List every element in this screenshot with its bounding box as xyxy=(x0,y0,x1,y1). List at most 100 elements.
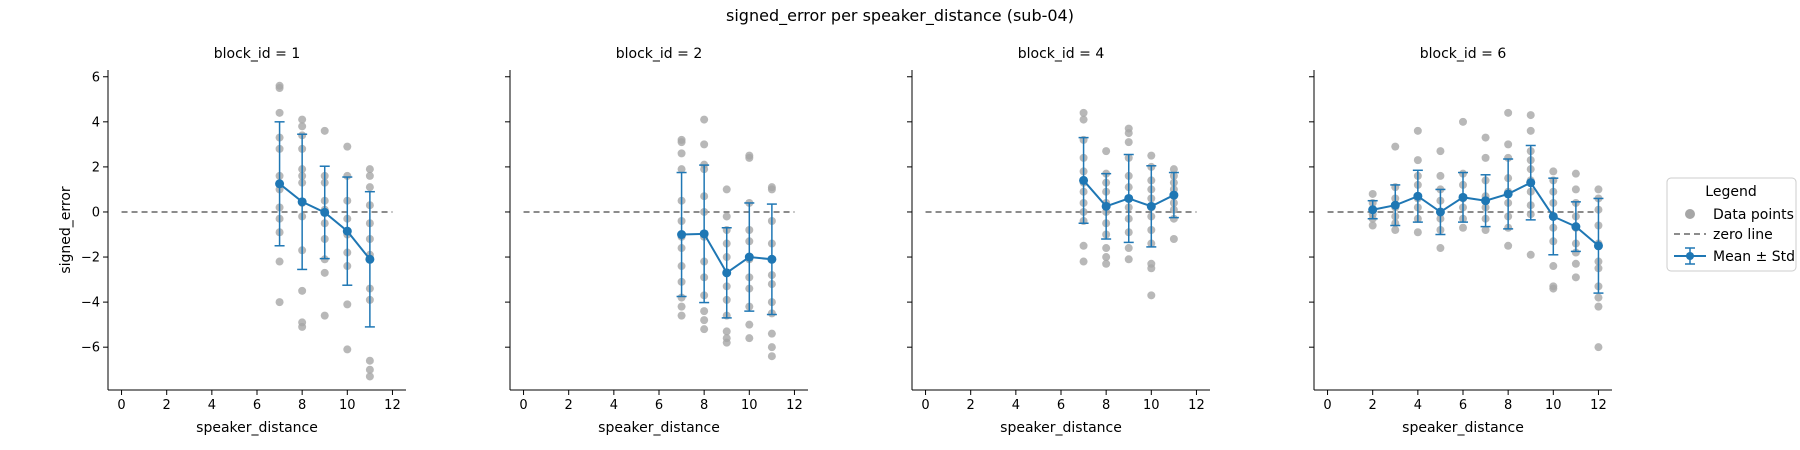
x-tick-label: 4 xyxy=(1414,398,1422,413)
data-point xyxy=(298,115,307,124)
x-axis-label: speaker_distance xyxy=(1000,420,1122,436)
data-point xyxy=(767,343,776,352)
x-tick-label: 4 xyxy=(208,398,216,413)
mean-marker xyxy=(1593,241,1603,251)
x-tick-label: 12 xyxy=(1188,398,1205,413)
panel-3: block_id = 4 0 2 4 6 8 10 12 speaker_distance xyxy=(907,46,1210,436)
legend-frame xyxy=(1666,177,1797,272)
data-point xyxy=(365,165,374,174)
data-point xyxy=(298,322,307,331)
data-point xyxy=(1169,214,1178,223)
mean-marker xyxy=(1571,222,1581,232)
data-point xyxy=(320,126,329,135)
data-point xyxy=(1594,185,1603,194)
data-point xyxy=(1147,151,1156,160)
data-point xyxy=(1079,115,1088,124)
data-point xyxy=(1571,169,1580,178)
data-point xyxy=(700,325,709,334)
data-point xyxy=(343,345,352,354)
chart-suptitle: signed_error per speaker_distance (sub-0… xyxy=(726,6,1074,26)
data-point xyxy=(1079,108,1088,117)
data-point xyxy=(745,334,754,343)
data-point xyxy=(745,320,754,329)
data-point xyxy=(1413,126,1422,135)
x-tick-label: 6 xyxy=(253,398,261,413)
x-tick-label: 12 xyxy=(1590,398,1607,413)
y-tick-label: 4 xyxy=(92,115,100,130)
data-point xyxy=(1481,226,1490,234)
panel-title: block_id = 4 xyxy=(1018,46,1105,62)
mean-marker xyxy=(767,254,777,264)
y-tick-label: −2 xyxy=(81,251,100,266)
data-point xyxy=(677,311,686,320)
x-tick-label: 0 xyxy=(1323,398,1331,413)
data-point xyxy=(275,84,284,93)
data-point xyxy=(700,140,709,149)
data-point xyxy=(1526,111,1535,120)
x-tick-label: 0 xyxy=(519,398,527,413)
legend-mean-marker xyxy=(1674,247,1706,265)
x-tick-label: 6 xyxy=(1459,398,1467,413)
data-point xyxy=(298,122,307,131)
data-point xyxy=(1526,126,1535,135)
data-point xyxy=(677,149,686,158)
x-tick-label: 8 xyxy=(298,398,306,413)
y-axis-label: signed_error xyxy=(58,186,74,274)
mean-marker xyxy=(1368,205,1378,215)
data-point xyxy=(343,171,352,180)
x-axis-label: speaker_distance xyxy=(196,420,318,436)
mean-marker xyxy=(1503,189,1513,199)
data-point xyxy=(677,293,686,302)
data-point xyxy=(677,165,686,174)
data-point xyxy=(700,115,709,124)
data-point xyxy=(1594,343,1603,352)
data-point xyxy=(745,153,754,162)
panel-title: block_id = 6 xyxy=(1420,46,1507,62)
data-point xyxy=(1594,293,1603,302)
data-point xyxy=(1504,108,1513,117)
panel-title: block_id = 2 xyxy=(616,46,702,62)
x-tick-label: 10 xyxy=(339,398,356,413)
data-point xyxy=(1147,291,1156,300)
mean-marker xyxy=(1146,201,1156,211)
x-tick-label: 10 xyxy=(741,398,758,413)
legend-data-points-marker xyxy=(1685,209,1695,219)
data-point xyxy=(1368,189,1377,198)
mean-marker xyxy=(1124,193,1134,203)
data-point xyxy=(1481,153,1490,162)
data-point xyxy=(1124,244,1133,253)
data-point xyxy=(1147,264,1156,273)
data-point xyxy=(1079,257,1088,266)
data-point xyxy=(298,286,307,295)
data-point xyxy=(1413,156,1422,165)
mean-marker xyxy=(1435,207,1445,217)
mean-marker xyxy=(744,252,754,262)
data-point xyxy=(365,183,374,192)
data-point xyxy=(1124,138,1133,147)
x-tick-label: 6 xyxy=(1057,398,1065,413)
data-point xyxy=(1436,244,1445,253)
data-point xyxy=(1102,259,1111,268)
data-point xyxy=(1436,147,1445,156)
data-point xyxy=(1391,142,1400,151)
data-point xyxy=(275,298,284,307)
data-point xyxy=(722,327,731,336)
data-point xyxy=(1124,129,1133,138)
data-point xyxy=(275,257,284,266)
data-point xyxy=(1504,153,1513,162)
x-tick-label: 12 xyxy=(384,398,401,413)
data-point xyxy=(1549,262,1558,271)
data-point xyxy=(677,302,686,311)
data-point xyxy=(1571,259,1580,268)
data-point xyxy=(365,171,374,180)
data-point xyxy=(1102,147,1111,156)
mean-marker xyxy=(1413,191,1423,201)
data-point xyxy=(1391,226,1400,234)
x-tick-label: 4 xyxy=(610,398,618,413)
legend-data-points-label: Data points xyxy=(1713,207,1794,223)
x-tick-label: 8 xyxy=(700,398,708,413)
data-point xyxy=(767,352,776,361)
x-tick-label: 10 xyxy=(1143,398,1160,413)
data-point xyxy=(365,356,374,365)
